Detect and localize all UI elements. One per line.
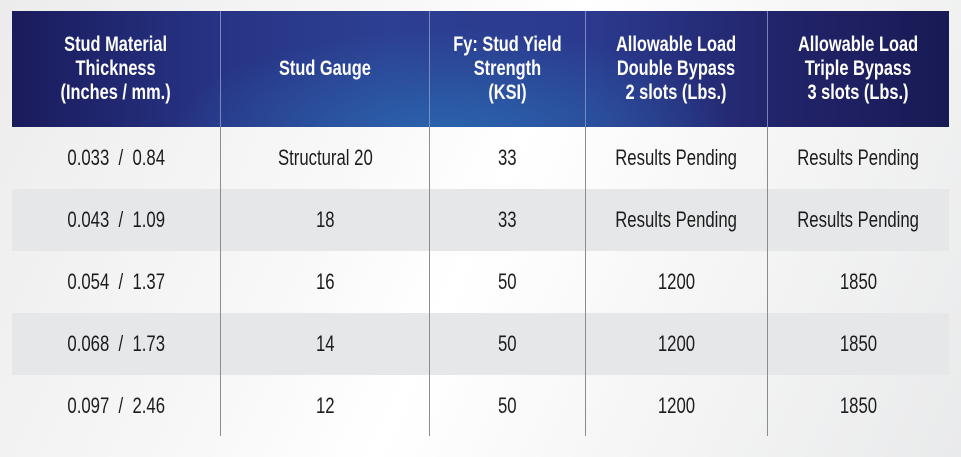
cell-text: 1850 bbox=[839, 331, 878, 356]
cell-triple-bypass: Results Pending bbox=[767, 127, 949, 189]
cell-triple-bypass: 1850 bbox=[767, 313, 949, 375]
header-double-bypass: Allowable Load Double Bypass 2 slots (Lb… bbox=[585, 11, 767, 127]
cell-thickness: 0.043 / 1.09 bbox=[12, 189, 220, 251]
stud-load-table: Stud Material Thickness (Inches / mm.) S… bbox=[12, 11, 949, 437]
table-row: 0.097 / 2.46 12 50 1200 1850 bbox=[12, 375, 949, 437]
cell-gauge: 18 bbox=[220, 189, 429, 251]
cell-double-bypass: Results Pending bbox=[585, 189, 767, 251]
cell-text: 0.043 / 1.09 bbox=[67, 207, 165, 232]
cell-double-bypass: Results Pending bbox=[585, 127, 767, 189]
cell-gauge: 14 bbox=[220, 313, 429, 375]
table-row: 0.043 / 1.09 18 33 Results Pending Resul… bbox=[12, 189, 949, 251]
header-triple-bypass: Allowable Load Triple Bypass 3 slots (Lb… bbox=[767, 11, 949, 127]
cell-text: 0.068 / 1.73 bbox=[67, 331, 165, 356]
cell-gauge: 16 bbox=[220, 251, 429, 313]
cell-text: Results Pending bbox=[797, 207, 920, 232]
header-label: Stud Material Thickness (Inches / mm.) bbox=[60, 33, 172, 104]
header-label: Fy: Stud Yield Strength (KSI) bbox=[453, 33, 562, 104]
cell-double-bypass: 1200 bbox=[585, 251, 767, 313]
cell-text: 1850 bbox=[839, 269, 878, 294]
cell-triple-bypass: 1850 bbox=[767, 375, 949, 436]
cell-text: 14 bbox=[315, 331, 335, 356]
cell-double-bypass: 1200 bbox=[585, 313, 767, 375]
cell-yield: 33 bbox=[429, 127, 585, 189]
cell-text: 33 bbox=[498, 145, 517, 170]
cell-thickness: 0.033 / 0.84 bbox=[12, 127, 220, 189]
cell-double-bypass: 1200 bbox=[585, 375, 767, 436]
header-label: Allowable Load Double Bypass 2 slots (Lb… bbox=[616, 33, 737, 104]
cell-gauge: Structural 20 bbox=[220, 127, 429, 189]
cell-text: 50 bbox=[498, 269, 517, 294]
cell-text: 1200 bbox=[657, 269, 696, 294]
header-label: Stud Gauge bbox=[279, 57, 371, 80]
cell-text: 16 bbox=[315, 269, 335, 294]
cell-yield: 50 bbox=[429, 375, 585, 436]
cell-text: 12 bbox=[315, 392, 335, 418]
cell-text: 1850 bbox=[839, 392, 878, 418]
cell-text: 18 bbox=[315, 207, 335, 232]
cell-text: 33 bbox=[498, 207, 517, 232]
cell-text: 0.097 / 2.46 bbox=[67, 392, 165, 418]
header-yield-strength: Fy: Stud Yield Strength (KSI) bbox=[429, 11, 585, 127]
table-row: 0.068 / 1.73 14 50 1200 1850 bbox=[12, 313, 949, 375]
header-thickness: Stud Material Thickness (Inches / mm.) bbox=[12, 11, 220, 127]
cell-text: 1200 bbox=[657, 392, 696, 418]
cell-text: 0.054 / 1.37 bbox=[67, 269, 165, 294]
header-gauge: Stud Gauge bbox=[220, 11, 429, 127]
cell-text: 50 bbox=[498, 331, 517, 356]
cell-yield: 50 bbox=[429, 251, 585, 313]
cell-thickness: 0.068 / 1.73 bbox=[12, 313, 220, 375]
cell-gauge: 12 bbox=[220, 375, 429, 436]
cell-triple-bypass: 1850 bbox=[767, 251, 949, 313]
cell-text: Results Pending bbox=[615, 145, 738, 170]
cell-text: Results Pending bbox=[615, 207, 738, 232]
cell-text: 50 bbox=[498, 392, 517, 418]
table-row: 0.033 / 0.84 Structural 20 33 Results Pe… bbox=[12, 127, 949, 189]
table-row: 0.054 / 1.37 16 50 1200 1850 bbox=[12, 251, 949, 313]
cell-thickness: 0.097 / 2.46 bbox=[12, 375, 220, 436]
cell-triple-bypass: Results Pending bbox=[767, 189, 949, 251]
cell-text: Results Pending bbox=[797, 145, 920, 170]
cell-text: 0.033 / 0.84 bbox=[67, 145, 165, 170]
cell-yield: 33 bbox=[429, 189, 585, 251]
header-label: Allowable Load Triple Bypass 3 slots (Lb… bbox=[798, 33, 919, 104]
cell-text: Structural 20 bbox=[277, 145, 373, 170]
cell-thickness: 0.054 / 1.37 bbox=[12, 251, 220, 313]
cell-text: 1200 bbox=[657, 331, 696, 356]
table-header: Stud Material Thickness (Inches / mm.) S… bbox=[12, 11, 949, 127]
cell-yield: 50 bbox=[429, 313, 585, 375]
